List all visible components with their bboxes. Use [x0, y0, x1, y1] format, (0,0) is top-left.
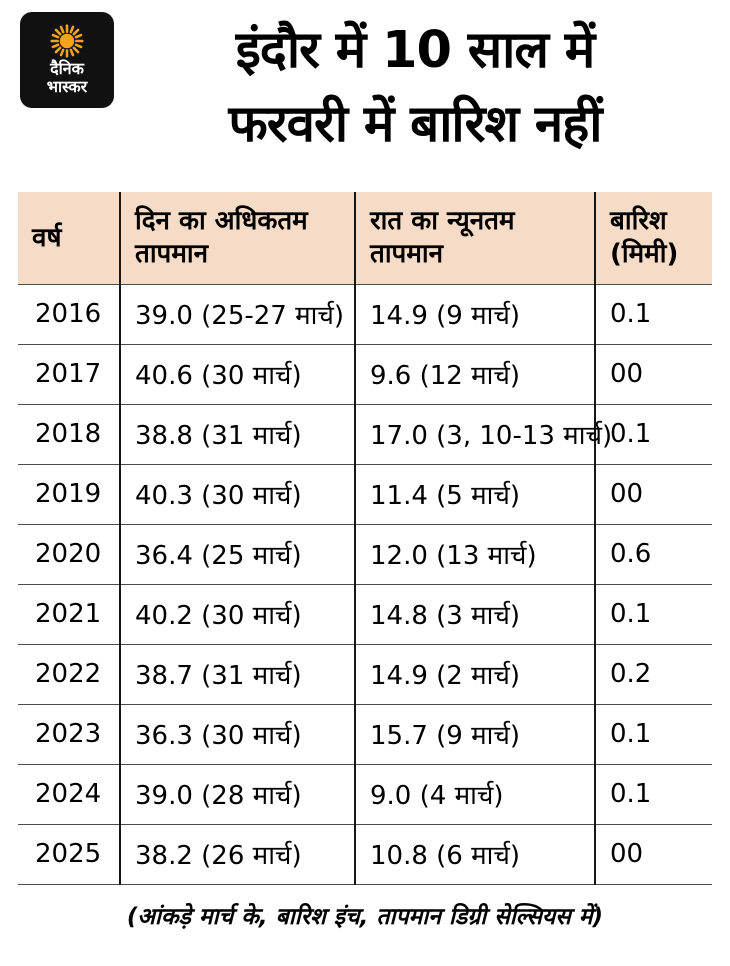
- table-cell: 0.1: [610, 599, 652, 629]
- table-cell: 2025: [18, 824, 121, 884]
- table-cell: 2023: [18, 704, 121, 764]
- table-row: 2024 39.0 (28 मार्च) 9.0 (4 मार्च) 0.1: [18, 764, 712, 824]
- table-cell: 00: [610, 359, 644, 389]
- table-cell: 12.0 (13 मार्च): [355, 524, 596, 584]
- table-cell: 38.8 (31 मार्च): [120, 404, 356, 464]
- table-cell: 9.6 (12 मार्च): [355, 344, 596, 404]
- table-cell: 36.4 (25 मार्च): [120, 524, 356, 584]
- table-header: वर्ष दिन का अधिकतम तापमान रात का न्यूनतम…: [18, 192, 712, 284]
- table-cell: 38.2 (26 मार्च): [120, 824, 356, 884]
- table-row: 2022 38.7 (31 मार्च) 14.9 (2 मार्च) 0.2: [18, 644, 712, 704]
- table-cell: 11.4 (5 मार्च): [355, 464, 596, 524]
- table-cell: 2022: [18, 644, 121, 704]
- table-cell: 40.3 (30 मार्च): [120, 464, 356, 524]
- table-cell: 15.7 (9 मार्च): [355, 704, 596, 764]
- table-cell: 2017: [18, 344, 121, 404]
- table-cell: 17.0 (3, 10-13 मार्च): [355, 404, 612, 464]
- table-cell: 00: [610, 479, 644, 509]
- table-cell: 0.6: [610, 539, 652, 569]
- table-cell: 14.9 (9 मार्च): [355, 284, 596, 344]
- table-cell: 40.6 (30 मार्च): [120, 344, 356, 404]
- footnote: (आंकड़े मार्च के, बारिश इंच, तापमान डिग्…: [126, 903, 604, 930]
- table-cell: 2020: [18, 524, 121, 584]
- page-title-line2: फरवरी में बारिश नहीं: [228, 94, 602, 154]
- table-cell: 2024: [18, 764, 121, 824]
- table-cell: 14.8 (3 मार्च): [355, 584, 596, 644]
- table-cell: 36.3 (30 मार्च): [120, 704, 356, 764]
- header-night-min-temp: रात का न्यूनतम तापमान: [355, 192, 596, 284]
- table-cell: 39.0 (28 मार्च): [120, 764, 356, 824]
- header-row: वर्ष दिन का अधिकतम तापमान रात का न्यूनतम…: [18, 192, 712, 284]
- table-cell: 40.2 (30 मार्च): [120, 584, 356, 644]
- table-cell: 0.2: [610, 659, 652, 689]
- table-cell: 2018: [18, 404, 121, 464]
- brand-name-line2: भास्कर: [46, 77, 88, 96]
- table-cell: 2021: [18, 584, 121, 644]
- table-row: 2025 38.2 (26 मार्च) 10.8 (6 मार्च) 00: [18, 824, 712, 884]
- page-title-line1: इंदौर में 10 साल में: [235, 21, 595, 80]
- table-cell: 14.9 (2 मार्च): [355, 644, 596, 704]
- table-row: 2016 39.0 (25-27 मार्च) 14.9 (9 मार्च) 0.1: [18, 284, 712, 344]
- header-day-max-temp: दिन का अधिकतम तापमान: [120, 192, 356, 284]
- table-cell: 10.8 (6 मार्च): [355, 824, 596, 884]
- table-row: 2019 40.3 (30 मार्च) 11.4 (5 मार्च) 00: [18, 464, 712, 524]
- table-cell: 39.0 (25-27 मार्च): [120, 284, 356, 344]
- table-row: 2018 38.8 (31 मार्च) 17.0 (3, 10-13 मार्च)…: [18, 404, 712, 464]
- table-row: 2023 36.3 (30 मार्च) 15.7 (9 मार्च) 0.1: [18, 704, 712, 764]
- table-cell: 00: [610, 839, 644, 869]
- sun-icon: [50, 24, 84, 58]
- brand-name-line1: दैनिक: [50, 58, 84, 78]
- table-row: 2021 40.2 (30 मार्च) 14.8 (3 मार्च) 0.1: [18, 584, 712, 644]
- table-cell: 0.1: [610, 419, 652, 449]
- weather-table: वर्ष दिन का अधिकतम तापमान रात का न्यूनतम…: [18, 192, 712, 885]
- table-row: 2017 40.6 (30 मार्च) 9.6 (12 मार्च) 00: [18, 344, 712, 404]
- header-year: वर्ष: [18, 192, 121, 284]
- table-cell: 2016: [18, 284, 121, 344]
- table-cell: 38.7 (31 मार्च): [120, 644, 356, 704]
- table-cell: 0.1: [610, 299, 652, 329]
- table-row: 2020 36.4 (25 मार्च) 12.0 (13 मार्च) 0.6: [18, 524, 712, 584]
- header-rain-mm: बारिश (मिमी): [595, 192, 712, 284]
- page-title: इंदौर में 10 साल में फरवरी में बारिश नही…: [114, 12, 716, 162]
- masthead: दैनिक भास्कर इंदौर में 10 साल में फरवरी …: [0, 0, 730, 186]
- table-cell: 9.0 (4 मार्च): [355, 764, 596, 824]
- table-cell: 2019: [18, 464, 121, 524]
- table-body: 2016 39.0 (25-27 मार्च) 14.9 (9 मार्च) 0.1 2…: [18, 284, 712, 884]
- table-cell: 0.1: [610, 719, 652, 749]
- brand-logo: दैनिक भास्कर: [20, 12, 114, 108]
- table-cell: 0.1: [610, 779, 652, 809]
